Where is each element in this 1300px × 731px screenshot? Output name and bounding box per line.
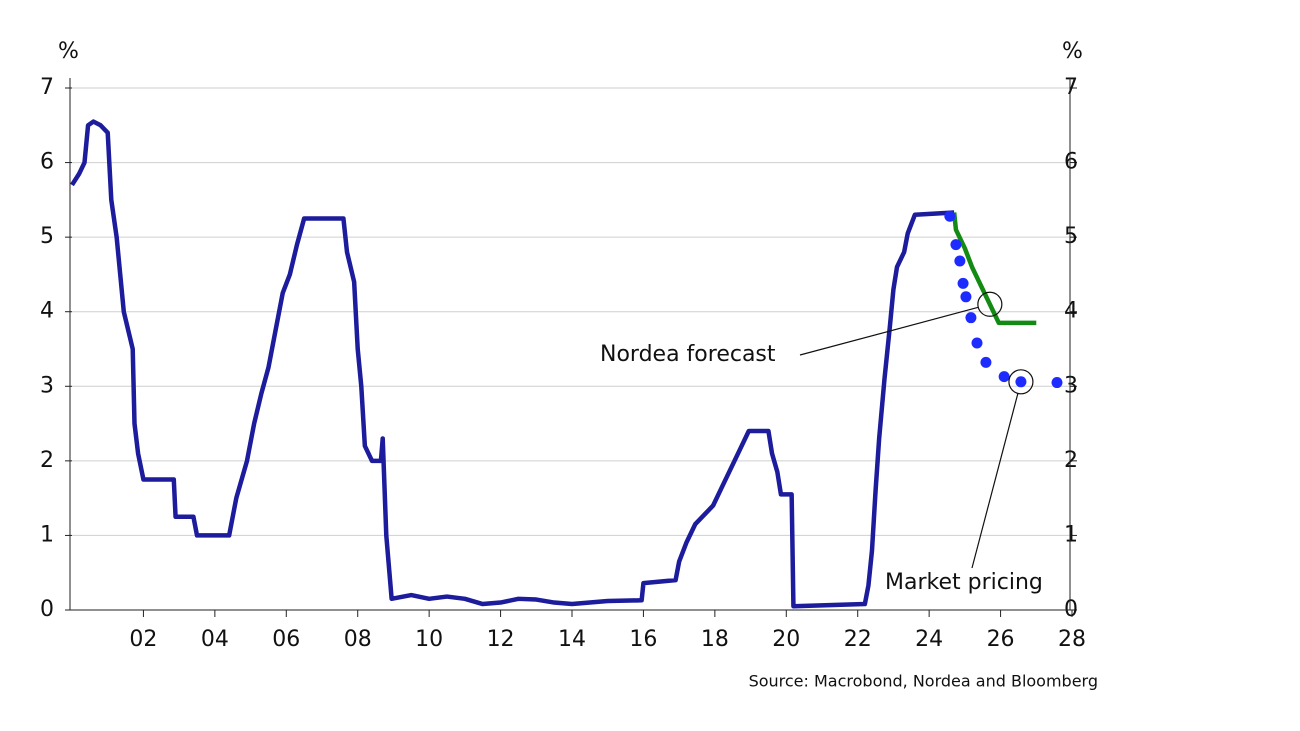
- y-tick-label: 6: [40, 150, 54, 175]
- x-tick-label: 22: [844, 627, 872, 652]
- data-point: [950, 239, 962, 251]
- x-tick-label: 04: [201, 627, 229, 652]
- data-point: [1051, 377, 1063, 389]
- y2-tick-label: 3: [1064, 373, 1078, 398]
- y2-axis-label: %: [1062, 39, 1083, 64]
- data-point: [980, 356, 992, 368]
- y-tick-label: 0: [40, 597, 54, 622]
- data-point: [954, 255, 966, 267]
- y-tick-label: 2: [40, 448, 54, 473]
- data-point: [957, 277, 969, 289]
- data-point: [960, 291, 972, 303]
- data-point: [965, 312, 977, 324]
- x-tick-label: 12: [487, 627, 515, 652]
- data-point: [944, 210, 956, 222]
- x-tick-label: 28: [1058, 627, 1086, 652]
- y-tick-label: 7: [40, 75, 54, 100]
- annotation: Market pricing: [885, 570, 1043, 595]
- series-line: [951, 212, 1037, 326]
- data-point: [1015, 376, 1027, 388]
- y2-tick-label: 5: [1064, 224, 1078, 249]
- callout-circle: [977, 291, 1003, 317]
- x-tick-label: 26: [987, 627, 1015, 652]
- y2-tick-label: 4: [1064, 299, 1078, 324]
- callout-line: [971, 393, 1019, 569]
- x-tick-label: 20: [772, 627, 800, 652]
- x-tick-label: 10: [415, 627, 443, 652]
- x-tick-label: 16: [629, 627, 657, 652]
- y-tick-label: 4: [40, 299, 54, 324]
- y2-tick-label: 2: [1064, 448, 1078, 473]
- y2-tick-label: 7: [1064, 75, 1078, 100]
- y2-tick-label: 6: [1064, 150, 1078, 175]
- x-tick-label: 18: [701, 627, 729, 652]
- data-point: [998, 371, 1010, 383]
- callout-line: [799, 306, 979, 356]
- y-tick-label: 1: [40, 522, 54, 547]
- annotation: Nordea forecast: [600, 342, 776, 367]
- series-line: [70, 119, 955, 609]
- x-tick-label: 08: [344, 627, 372, 652]
- y2-tick-label: 1: [1064, 522, 1078, 547]
- x-tick-label: 24: [915, 627, 943, 652]
- data-point: [971, 337, 983, 349]
- y-tick-label: 3: [40, 373, 54, 398]
- x-tick-label: 14: [558, 627, 586, 652]
- y2-tick-label: 0: [1064, 597, 1078, 622]
- callout-circle: [1008, 369, 1034, 395]
- y-tick-label: 5: [40, 224, 54, 249]
- x-tick-label: 02: [129, 627, 157, 652]
- x-tick-label: 06: [272, 627, 300, 652]
- source: Source: Macrobond, Nordea and Bloomberg: [749, 672, 1098, 691]
- y-axis-label: %: [58, 39, 79, 64]
